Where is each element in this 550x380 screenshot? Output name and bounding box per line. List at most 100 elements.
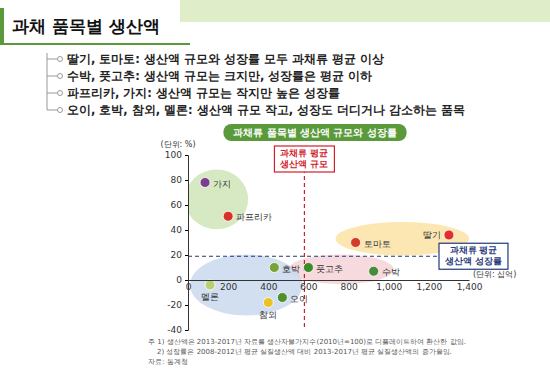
- reference-label-x-text: 생산액 규모: [279, 159, 328, 169]
- y-tick-mark: [185, 180, 188, 181]
- y-tick-mark: [185, 155, 188, 156]
- point-label: 멜론: [201, 292, 219, 302]
- x-tick-label: 400: [260, 282, 277, 292]
- bullet-text: 딸기, 토마토: 생산액 규모와 성장률 모두 과채류 평균 이상: [67, 52, 384, 66]
- y-tick-label: -40: [167, 325, 182, 335]
- reference-label-y-text: 생산액 성장률: [444, 256, 502, 266]
- reference-label-x: 과채류 평균생산액 규모: [274, 146, 334, 172]
- reference-label-y-text: 과채류 평균: [450, 245, 498, 255]
- x-tick-label: 800: [340, 282, 357, 292]
- chart-title-box: [223, 124, 406, 141]
- chart-title: 과채류 품목별 생산액 규모와 성장률: [233, 127, 396, 138]
- bullet-branch: [47, 110, 57, 111]
- bullet-dot: [58, 91, 63, 96]
- header-band: [180, 0, 550, 22]
- y-tick-mark: [185, 255, 188, 256]
- y-tick: -20: [167, 300, 188, 310]
- bullet-branch: [47, 76, 57, 77]
- x-axis-title: (단위: 십억): [473, 270, 516, 279]
- plot-area: [188, 155, 469, 330]
- bullet-branch: [47, 59, 57, 60]
- x-axis-line: [189, 280, 470, 281]
- bullet-tree: [47, 53, 48, 110]
- y-tick-label: 20: [171, 250, 183, 260]
- reference-label-x-box: [274, 146, 334, 172]
- y-tick: 80: [171, 175, 188, 185]
- x-tick: 1,400: [457, 280, 483, 292]
- y-tick-label: 0: [176, 275, 182, 285]
- y-tick-mark: [185, 230, 188, 231]
- reference-label-y: 과채류 평균생산액 성장률: [439, 243, 508, 269]
- group-ellipse: [190, 255, 302, 316]
- bullet-dot: [58, 57, 63, 62]
- point: [205, 280, 215, 290]
- y-tick-label: 100: [165, 150, 182, 160]
- y-tick-label: 60: [171, 200, 183, 210]
- bullet-text: 수박, 풋고추: 생산액 규모는 크지만, 성장률은 평균 이하: [67, 69, 372, 83]
- point-label: 풋고추: [316, 264, 343, 274]
- bullet-text: 오이, 호박, 참외, 멜론: 생산액 규모 작고, 성장도 더디거나 감소하는…: [67, 103, 465, 117]
- x-tick-label: 1,000: [376, 282, 402, 292]
- x-tick: 200: [220, 280, 237, 292]
- point-label: 파프리카: [236, 212, 272, 222]
- y-tick: 100: [165, 150, 188, 160]
- y-axis-line: [185, 156, 189, 331]
- point-label: 호박: [282, 264, 300, 274]
- x-tick-label: 1,200: [416, 282, 442, 292]
- y-tick: -40: [167, 325, 188, 335]
- bullet-dot: [58, 108, 63, 113]
- x-tick: 600: [300, 280, 317, 292]
- y-tick: 20: [171, 250, 188, 260]
- point: [200, 178, 210, 188]
- bullet-dot: [58, 74, 63, 79]
- x-tick-label: 1,400: [457, 282, 483, 292]
- x-tick: 400: [260, 280, 277, 292]
- point: [263, 298, 273, 308]
- slide: 과채 품목별 생산액딸기, 토마토: 생산액 규모와 성장률 모두 과채류 평균…: [0, 0, 550, 380]
- y-tick-mark: [185, 330, 188, 331]
- y-axis-title: (단위: %): [160, 140, 195, 149]
- x-tick-label: 600: [300, 282, 317, 292]
- group-ellipse: [288, 255, 393, 285]
- reference-label-x-text: 과채류 평균: [280, 148, 328, 158]
- reference-label-y-box: [439, 243, 508, 269]
- bullet-text: 파프리카, 가지: 생산액 규모는 작지만 높은 성장률: [67, 86, 340, 100]
- bullet-branch: [47, 93, 57, 94]
- point: [303, 263, 313, 273]
- x-tick: 800: [340, 280, 357, 292]
- header-rule: [0, 43, 190, 45]
- y-tick-label: 40: [171, 225, 183, 235]
- point: [277, 293, 287, 303]
- footnote: 2) 성장률은 2008-2012년 평균 실질생산액 대비 2013-2017…: [157, 348, 452, 356]
- point: [223, 211, 233, 221]
- slide-title: 과채 품목별 생산액: [12, 16, 160, 36]
- x-tick-label: 200: [220, 282, 237, 292]
- point: [369, 266, 379, 276]
- point-label: 오이: [290, 294, 308, 304]
- point-label: 토마토: [364, 239, 391, 249]
- point-label: 참외: [259, 310, 277, 320]
- footnote: 주 1) 생산액은 2013-2017년 자료를 생산자물가지수(2010년=1…: [148, 338, 466, 346]
- point-label: 가지: [213, 179, 231, 189]
- x-tick: 1,000: [376, 280, 402, 292]
- y-tick-mark: [185, 205, 188, 206]
- point-label: 딸기: [423, 230, 441, 240]
- footnote: 자료: 통계청: [148, 358, 188, 366]
- y-tick-mark: [185, 305, 188, 306]
- reference-line-y: [188, 256, 469, 257]
- y-tick: 40: [171, 225, 188, 235]
- point-label: 수박: [382, 267, 400, 277]
- y-tick-mark: [185, 280, 188, 281]
- y-tick-label: -20: [167, 300, 182, 310]
- point: [269, 263, 279, 273]
- y-tick-label: 80: [171, 175, 183, 185]
- y-axis: -40 -20 0 20 40 60 80 100: [165, 150, 189, 335]
- header-mark: [0, 8, 4, 43]
- x-axis: 02004006008001,0001,2001,400: [186, 280, 483, 292]
- point: [444, 230, 454, 240]
- y-tick: 0: [176, 275, 188, 285]
- y-tick: 60: [171, 200, 188, 210]
- x-tick: 1,200: [416, 280, 442, 292]
- point: [351, 238, 361, 248]
- reference-line-x: [304, 155, 305, 330]
